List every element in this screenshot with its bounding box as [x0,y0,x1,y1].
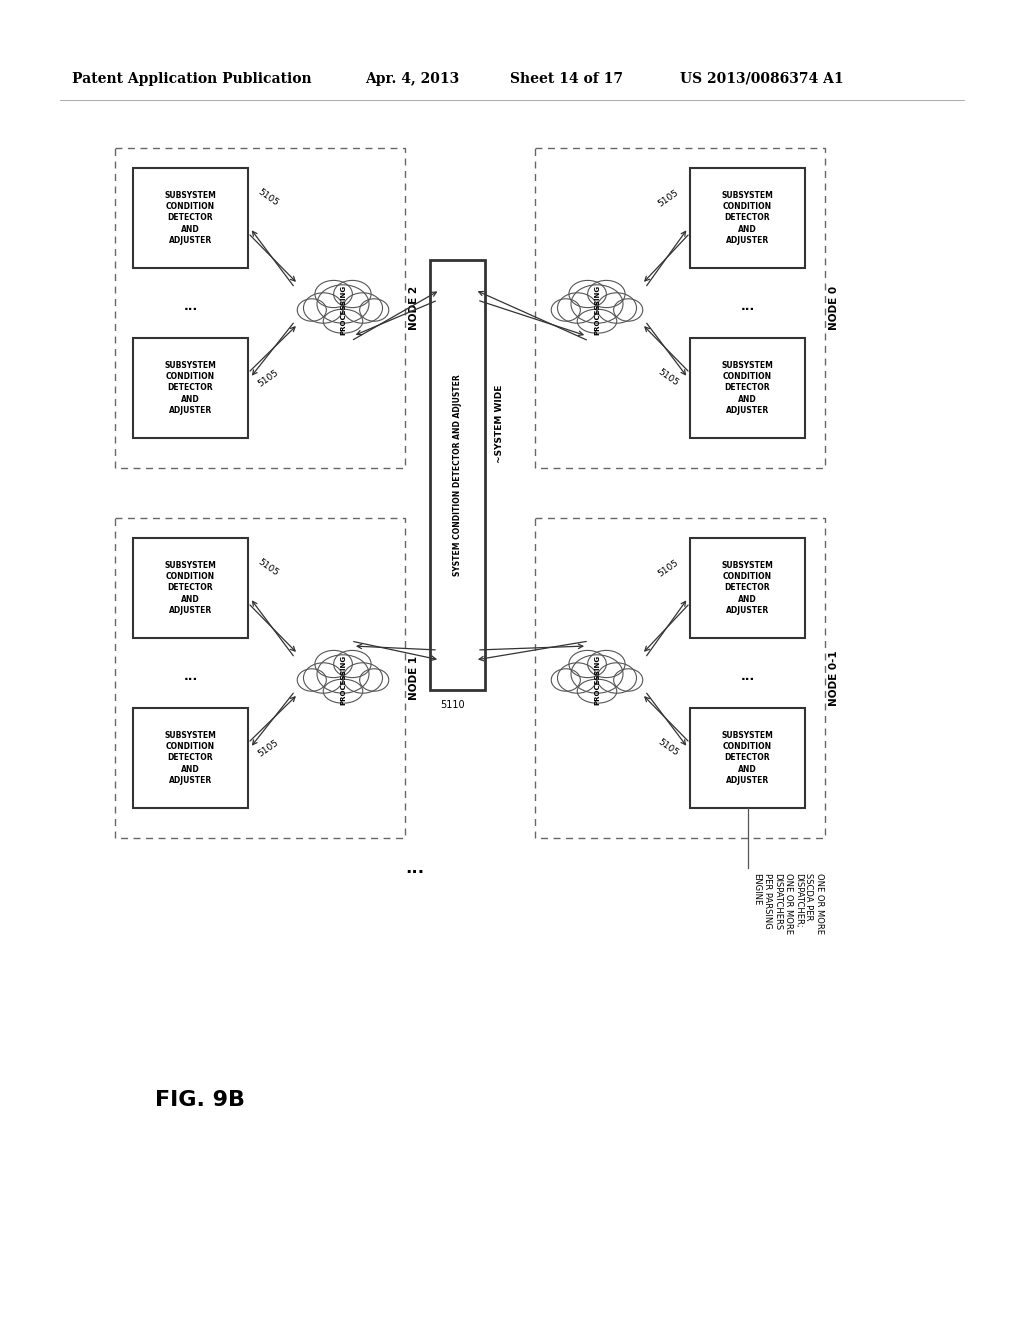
Text: 5105: 5105 [656,368,680,388]
Text: ...: ... [183,300,198,313]
Text: PROCESSING: PROCESSING [340,655,346,705]
Ellipse shape [303,663,343,693]
Ellipse shape [303,293,343,323]
Text: SYSTEM CONDITION DETECTOR AND ADJUSTER: SYSTEM CONDITION DETECTOR AND ADJUSTER [453,374,462,576]
Text: 5105: 5105 [656,738,680,758]
Ellipse shape [334,651,371,677]
Text: 5105: 5105 [656,187,680,209]
Text: 5105: 5105 [256,187,280,209]
Ellipse shape [588,280,625,308]
Ellipse shape [317,655,369,693]
Ellipse shape [315,280,352,308]
Ellipse shape [297,669,327,692]
Text: SUBSYSTEM
CONDITION
DETECTOR
AND
ADJUSTER: SUBSYSTEM CONDITION DETECTOR AND ADJUSTE… [165,191,216,244]
Ellipse shape [334,280,371,308]
Bar [430,260,485,690]
Ellipse shape [343,293,383,323]
Bar [133,338,248,438]
Text: 5105: 5105 [256,368,280,388]
Text: PROCESSING: PROCESSING [594,655,600,705]
Text: PROCESSING: PROCESSING [594,285,600,335]
Ellipse shape [343,663,383,693]
Bar [133,708,248,808]
Text: PROCESSING: PROCESSING [340,285,346,335]
Bar [535,148,825,469]
Bar [690,539,805,638]
Ellipse shape [578,309,616,333]
Ellipse shape [597,293,637,323]
Ellipse shape [551,298,581,321]
Ellipse shape [569,651,606,677]
Bar [690,338,805,438]
Text: US 2013/0086374 A1: US 2013/0086374 A1 [680,73,844,86]
Ellipse shape [557,663,597,693]
Text: ...: ... [740,300,755,313]
Text: ...: ... [406,859,425,876]
Text: SUBSYSTEM
CONDITION
DETECTOR
AND
ADJUSTER: SUBSYSTEM CONDITION DETECTOR AND ADJUSTE… [165,731,216,784]
Text: Apr. 4, 2013: Apr. 4, 2013 [365,73,459,86]
Text: ...: ... [183,669,198,682]
Bar [133,168,248,268]
Ellipse shape [578,680,616,704]
Text: SUBSYSTEM
CONDITION
DETECTOR
AND
ADJUSTER: SUBSYSTEM CONDITION DETECTOR AND ADJUSTE… [165,362,216,414]
Text: ~SYSTEM WIDE: ~SYSTEM WIDE [495,384,504,462]
Bar [115,148,406,469]
Text: 5110: 5110 [440,700,465,710]
Text: Sheet 14 of 17: Sheet 14 of 17 [510,73,623,86]
Ellipse shape [359,669,389,692]
Bar [535,517,825,838]
Ellipse shape [613,298,643,321]
Ellipse shape [588,651,625,677]
Bar [690,708,805,808]
Bar [133,539,248,638]
Ellipse shape [571,285,623,323]
Ellipse shape [557,293,597,323]
Ellipse shape [569,280,606,308]
Ellipse shape [324,680,362,704]
Ellipse shape [315,651,352,677]
Text: SUBSYSTEM
CONDITION
DETECTOR
AND
ADJUSTER: SUBSYSTEM CONDITION DETECTOR AND ADJUSTE… [165,561,216,615]
Ellipse shape [324,309,362,333]
Bar [115,517,406,838]
Text: SUBSYSTEM
CONDITION
DETECTOR
AND
ADJUSTER: SUBSYSTEM CONDITION DETECTOR AND ADJUSTE… [722,731,773,784]
Text: NODE 0: NODE 0 [829,286,839,330]
Text: FIG. 9B: FIG. 9B [155,1090,245,1110]
Text: 5105: 5105 [656,558,680,578]
Ellipse shape [613,669,643,692]
Ellipse shape [317,285,369,323]
Ellipse shape [571,655,623,693]
Text: SUBSYSTEM
CONDITION
DETECTOR
AND
ADJUSTER: SUBSYSTEM CONDITION DETECTOR AND ADJUSTE… [722,362,773,414]
Ellipse shape [597,663,637,693]
Text: NODE 0-1: NODE 0-1 [829,651,839,706]
Ellipse shape [551,669,581,692]
Text: NODE 2: NODE 2 [409,286,419,330]
Text: ONE OR MORE
SSCDA PER
DISPATCHER;
ONE OR MORE
DISPATCHERS
PER PARSING
ENGINE: ONE OR MORE SSCDA PER DISPATCHER; ONE OR… [753,873,824,935]
Ellipse shape [297,298,327,321]
Text: Patent Application Publication: Patent Application Publication [72,73,311,86]
Text: SUBSYSTEM
CONDITION
DETECTOR
AND
ADJUSTER: SUBSYSTEM CONDITION DETECTOR AND ADJUSTE… [722,561,773,615]
Ellipse shape [359,298,389,321]
Text: NODE 1: NODE 1 [409,656,419,700]
Text: 5105: 5105 [256,738,280,758]
Text: 5105: 5105 [256,558,280,578]
Text: ...: ... [740,669,755,682]
Bar [690,168,805,268]
Text: SUBSYSTEM
CONDITION
DETECTOR
AND
ADJUSTER: SUBSYSTEM CONDITION DETECTOR AND ADJUSTE… [722,191,773,244]
